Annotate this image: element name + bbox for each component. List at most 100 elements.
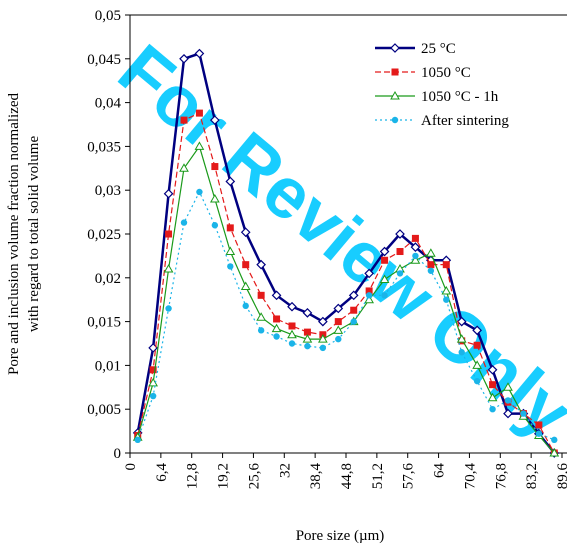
data-point xyxy=(487,392,498,402)
data-point xyxy=(196,188,203,196)
data-point xyxy=(179,163,189,172)
legend-marker xyxy=(390,43,400,53)
data-point xyxy=(287,301,297,312)
data-point xyxy=(350,306,358,314)
data-point xyxy=(503,408,513,419)
data-point xyxy=(273,315,281,323)
y-tick-label: 0,01 xyxy=(95,358,121,374)
data-point xyxy=(396,270,404,277)
x-axis-title: Pore size (µm) xyxy=(296,528,385,544)
y-tick-label: 0,04 xyxy=(95,96,122,112)
x-tick-label: 76,8 xyxy=(493,463,509,489)
data-point xyxy=(333,325,344,334)
x-tick-label: 12,8 xyxy=(185,463,201,489)
data-point xyxy=(319,344,327,352)
data-point xyxy=(365,292,373,299)
legend-marker xyxy=(391,116,399,124)
legend-marker xyxy=(390,90,400,100)
series-line xyxy=(137,190,555,441)
data-point xyxy=(165,305,172,312)
data-point xyxy=(473,341,481,349)
data-point xyxy=(303,328,311,336)
data-point xyxy=(271,323,282,333)
data-point xyxy=(271,290,282,301)
legend-label: 25 °C xyxy=(421,41,456,57)
legend-label: 1050 °C - 1h xyxy=(421,89,499,105)
data-point xyxy=(381,256,389,264)
data-point xyxy=(504,397,512,404)
data-point xyxy=(456,334,467,343)
data-point xyxy=(242,261,250,269)
x-tick-label: 83,2 xyxy=(524,463,540,489)
data-point xyxy=(350,318,357,325)
data-point xyxy=(520,410,527,417)
data-point xyxy=(535,421,543,429)
data-point xyxy=(535,430,543,437)
data-point xyxy=(441,285,452,295)
data-point xyxy=(381,292,388,299)
x-tick-label: 70,4 xyxy=(462,463,478,490)
data-point xyxy=(379,274,390,284)
data-point xyxy=(256,312,267,321)
data-point xyxy=(149,366,157,374)
data-point xyxy=(410,255,421,264)
data-point xyxy=(425,248,436,257)
data-point xyxy=(443,296,450,303)
data-point xyxy=(442,261,450,269)
data-point xyxy=(412,252,419,260)
y-axis-title: with regard to total solid volume xyxy=(26,136,42,333)
data-point xyxy=(180,116,188,124)
x-tick-label: 51,2 xyxy=(370,463,386,489)
data-point xyxy=(395,229,405,239)
x-tick-label: 89,6 xyxy=(555,463,567,490)
x-tick-label: 19,2 xyxy=(216,463,232,489)
data-point xyxy=(134,436,141,444)
x-tick-label: 38,4 xyxy=(308,463,324,490)
data-point xyxy=(210,115,220,125)
y-tick-label: 0,02 xyxy=(95,271,121,287)
data-point xyxy=(240,227,251,238)
legend-marker xyxy=(391,68,399,76)
series-line xyxy=(136,51,556,454)
legend-label: After sintering xyxy=(421,113,509,129)
data-point xyxy=(549,447,560,457)
data-point xyxy=(489,406,496,413)
data-point xyxy=(472,360,483,369)
data-point xyxy=(149,392,157,400)
x-tick-label: 25,6 xyxy=(246,463,262,490)
data-point xyxy=(288,340,296,347)
data-point xyxy=(287,329,297,339)
y-tick-label: 0 xyxy=(114,446,122,462)
y-axis-title: Pore and inclusion volume fraction norma… xyxy=(6,93,22,376)
data-point xyxy=(242,302,249,310)
data-point xyxy=(472,325,482,336)
data-point xyxy=(163,264,174,273)
series-line xyxy=(137,145,555,454)
series-line xyxy=(137,112,555,454)
data-point xyxy=(209,193,220,203)
data-point xyxy=(318,316,328,327)
data-point xyxy=(194,48,205,59)
y-tick-label: 0,05 xyxy=(95,8,121,24)
data-point xyxy=(458,349,465,356)
x-tick-label: 57,6 xyxy=(401,463,417,490)
data-point xyxy=(256,259,266,270)
data-point xyxy=(333,303,344,314)
data-point xyxy=(473,377,481,385)
x-tick-label: 32 xyxy=(277,463,293,478)
data-point xyxy=(410,242,421,252)
data-point xyxy=(304,342,311,350)
data-point xyxy=(364,268,374,279)
data-point xyxy=(396,248,404,256)
data-point xyxy=(456,316,467,327)
data-point xyxy=(551,436,558,444)
data-point xyxy=(240,281,251,291)
data-point xyxy=(348,290,359,301)
x-tick-label: 44,8 xyxy=(339,463,355,489)
y-tick-label: 0,035 xyxy=(87,139,121,155)
data-point xyxy=(427,267,435,274)
data-point xyxy=(163,188,174,199)
y-tick-label: 0,045 xyxy=(87,52,121,68)
data-point xyxy=(257,291,265,299)
data-point xyxy=(194,141,205,150)
